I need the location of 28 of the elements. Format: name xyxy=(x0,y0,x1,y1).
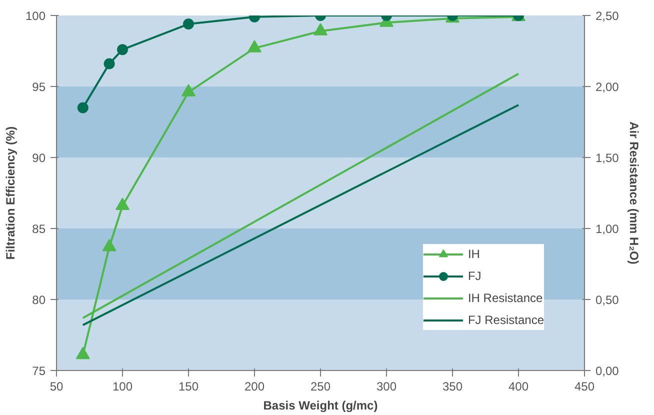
x-tick-label: 350 xyxy=(442,380,463,394)
x-axis-title: Basis Weight (g/mc) xyxy=(263,398,378,412)
x-tick-label: 400 xyxy=(508,380,529,394)
legend-label: FJ xyxy=(468,269,482,283)
x-tick-label: 450 xyxy=(574,380,595,394)
y2-tick-label: 2,50 xyxy=(596,9,620,23)
y-tick-label: 90 xyxy=(32,151,46,165)
y2-axis-title: Air Resistance (mm H₂O) xyxy=(626,122,641,264)
x-tick-label: 100 xyxy=(112,380,133,394)
y2-tick-label: 2,00 xyxy=(596,80,620,94)
y-tick-label: 100 xyxy=(25,9,46,23)
y-tick-label: 85 xyxy=(32,222,46,236)
y2-tick-label: 1,00 xyxy=(596,222,620,236)
x-tick-label: 300 xyxy=(376,380,397,394)
y2-tick-label: 0,00 xyxy=(596,364,620,378)
x-tick-label: 200 xyxy=(244,380,265,394)
legend-label: IH xyxy=(468,247,481,261)
x-tick-label: 150 xyxy=(178,380,199,394)
x-tick-label: 50 xyxy=(50,380,64,394)
y-tick-label: 75 xyxy=(32,364,46,378)
y-tick-label: 80 xyxy=(32,293,46,307)
x-tick-label: 250 xyxy=(310,380,331,394)
y2-tick-label: 0,50 xyxy=(596,293,620,307)
y-tick-label: 95 xyxy=(32,80,46,94)
y-axis-title: Filtration Efficiency (%) xyxy=(3,126,18,260)
legend-label: FJ Resistance xyxy=(468,313,544,327)
y2-tick-label: 1,50 xyxy=(596,151,620,165)
legend-label: IH Resistance xyxy=(468,291,543,305)
